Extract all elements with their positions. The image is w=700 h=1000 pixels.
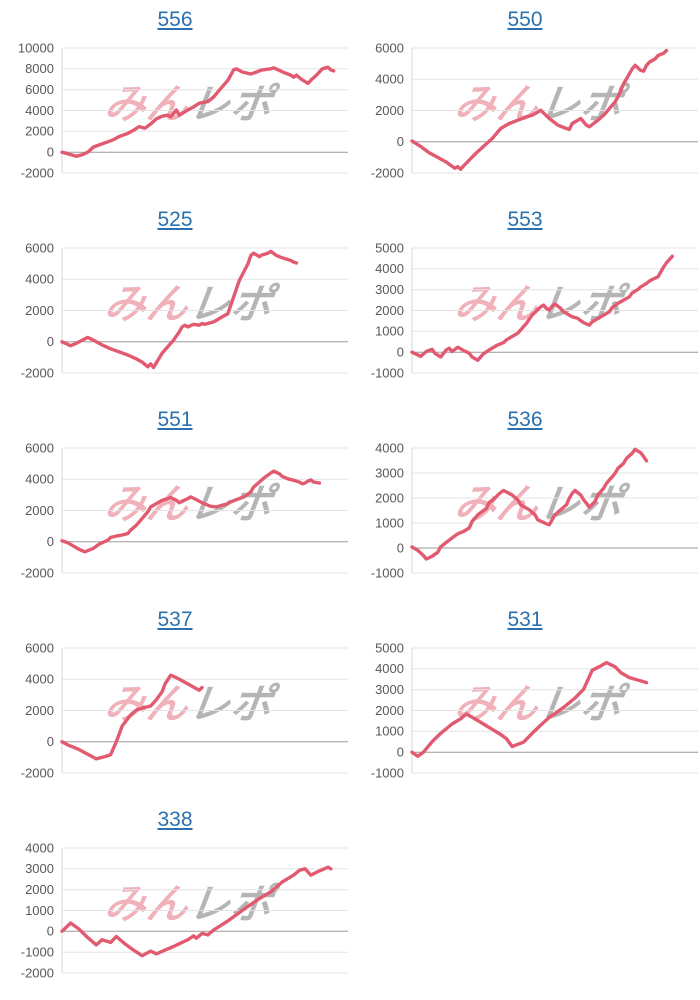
svg-text:4000: 4000 [375,440,404,455]
svg-text:0: 0 [397,345,404,360]
svg-text:8000: 8000 [25,61,54,76]
svg-text:4000: 4000 [375,661,404,676]
chart-title-link-525[interactable]: 525 [157,208,193,231]
svg-text:-2000: -2000 [21,365,54,380]
svg-text:4000: 4000 [375,261,404,276]
chart-title-link-536[interactable]: 536 [507,408,543,431]
svg-text:3000: 3000 [375,282,404,297]
chart-cell-536: 536 みんレポ 4000 3000 2000 1000 0 -1000 [350,400,700,600]
line-chart-525: 6000 4000 2000 0 -2000 [21,240,348,380]
svg-text:3000: 3000 [375,465,404,480]
svg-text:1000: 1000 [375,724,404,739]
chart-title-link-553[interactable]: 553 [507,208,543,231]
svg-text:4000: 4000 [25,272,54,287]
line-chart-551: 6000 4000 2000 0 -2000 [21,440,348,580]
svg-text:6000: 6000 [25,640,54,655]
svg-text:1000: 1000 [375,324,404,339]
svg-text:4000: 4000 [25,103,54,118]
line-chart-536: 4000 3000 2000 1000 0 -1000 [371,440,698,580]
svg-text:1000: 1000 [25,903,54,918]
svg-text:6000: 6000 [25,240,54,255]
chart-cell-556: 556 みんレポ 10000 8000 6000 4000 2000 0 -2000 [0,0,350,200]
svg-text:4000: 4000 [25,672,54,687]
svg-text:2000: 2000 [25,703,54,718]
svg-text:0: 0 [47,145,54,160]
svg-text:3000: 3000 [375,682,404,697]
svg-text:-2000: -2000 [21,965,54,980]
svg-text:0: 0 [47,334,54,349]
line-chart-553: 5000 4000 3000 2000 1000 0 -1000 [371,240,698,380]
svg-text:0: 0 [47,734,54,749]
chart-title-link-556[interactable]: 556 [157,8,193,31]
svg-text:2000: 2000 [375,103,404,118]
svg-text:1000: 1000 [375,515,404,530]
line-chart-338: 4000 3000 2000 1000 0 -1000 -2000 [21,840,348,980]
svg-text:2000: 2000 [25,124,54,139]
svg-text:0: 0 [47,924,54,939]
svg-text:0: 0 [397,540,404,555]
svg-text:2000: 2000 [375,490,404,505]
chart-title-link-531[interactable]: 531 [507,608,543,631]
svg-text:0: 0 [397,745,404,760]
svg-text:-1000: -1000 [21,945,54,960]
chart-title-link-537[interactable]: 537 [157,608,193,631]
svg-text:-1000: -1000 [371,365,404,380]
svg-text:2000: 2000 [25,882,54,897]
svg-text:10000: 10000 [18,40,54,55]
chart-cell-531: 531 みんレポ 5000 4000 3000 2000 1000 0 -1000 [350,600,700,800]
chart-cell-537: 537 みんレポ 6000 4000 2000 0 -2000 [0,600,350,800]
chart-cell-550: 550 みんレポ 6000 4000 2000 0 -2000 [350,0,700,200]
line-chart-531: 5000 4000 3000 2000 1000 0 -1000 [371,640,698,780]
svg-text:-2000: -2000 [371,165,404,180]
svg-text:2000: 2000 [25,503,54,518]
svg-text:4000: 4000 [25,840,54,855]
line-chart-537: 6000 4000 2000 0 -2000 [21,640,348,780]
svg-text:-1000: -1000 [371,765,404,780]
svg-text:3000: 3000 [25,861,54,876]
svg-text:5000: 5000 [375,640,404,655]
svg-text:2000: 2000 [375,303,404,318]
svg-text:2000: 2000 [375,703,404,718]
svg-text:-2000: -2000 [21,165,54,180]
svg-text:-1000: -1000 [371,565,404,580]
chart-title-link-338[interactable]: 338 [157,808,193,831]
chart-cell-551: 551 みんレポ 6000 4000 2000 0 -2000 [0,400,350,600]
svg-text:0: 0 [47,534,54,549]
svg-text:4000: 4000 [375,72,404,87]
svg-text:6000: 6000 [375,40,404,55]
svg-text:6000: 6000 [25,440,54,455]
svg-text:0: 0 [397,134,404,149]
svg-text:6000: 6000 [25,82,54,97]
chart-cell-525: 525 みんレポ 6000 4000 2000 0 -2000 [0,200,350,400]
line-chart-550: 6000 4000 2000 0 -2000 [371,40,698,180]
chart-title-link-550[interactable]: 550 [507,8,543,31]
svg-text:-2000: -2000 [21,565,54,580]
line-chart-556: 10000 8000 6000 4000 2000 0 -2000 [18,40,348,180]
svg-text:2000: 2000 [25,303,54,318]
svg-text:5000: 5000 [375,240,404,255]
svg-text:4000: 4000 [25,472,54,487]
chart-cell-553: 553 みんレポ 5000 4000 3000 2000 1000 0 -1000 [350,200,700,400]
svg-text:-2000: -2000 [21,765,54,780]
chart-title-link-551[interactable]: 551 [157,408,193,431]
chart-cell-338: 338 みんレポ 4000 3000 2000 1000 0 -1000 -2000 [0,800,350,1000]
